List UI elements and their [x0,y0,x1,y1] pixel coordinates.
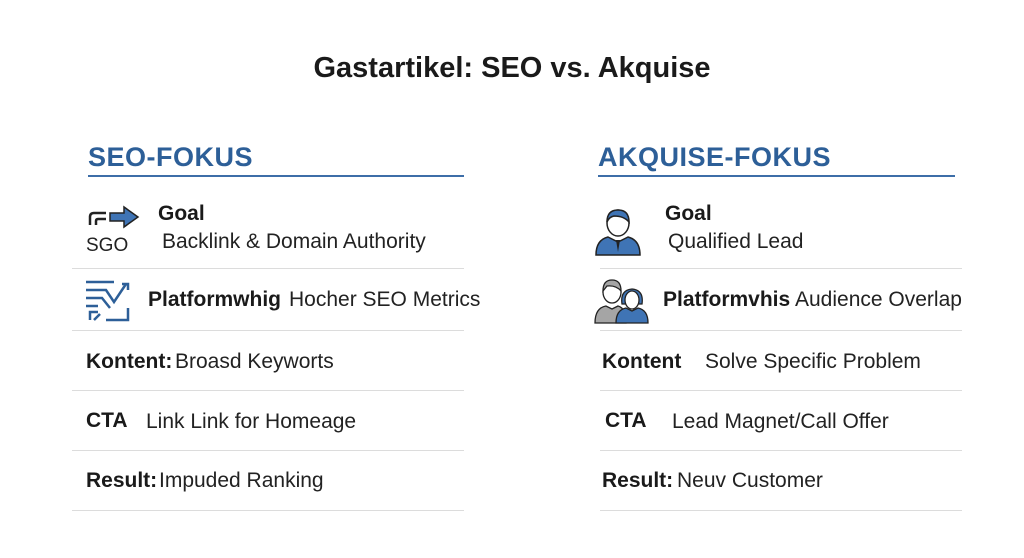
seo-goal-label: Goal [158,202,205,225]
seo-platform-label: Platformwhig [148,288,282,311]
divider [72,510,464,511]
divider [600,450,962,451]
seo-cta-value: Link Link for Homeage [146,410,357,433]
metrics-chart-icon [84,278,132,322]
businessman-icon [594,206,642,256]
divider [72,450,464,451]
seo-content-label: Kontent: [86,350,173,373]
akquise-result-value: Neuv Customer [677,469,823,492]
page-title: Gastartikel: SEO vs. Akquise [313,52,711,84]
seo-content-value: Broasd Keyworts [175,350,334,373]
divider [600,510,962,511]
akquise-goal-label: Goal [665,202,712,225]
divider [600,390,962,391]
akquise-result-label: Result: [602,469,674,492]
divider [72,268,464,269]
seo-arrow-icon: SGO [84,205,144,257]
seo-goal-value: Backlink & Domain Authority [162,230,426,253]
seo-cta-label: CTA [86,409,128,432]
audience-people-icon [594,276,650,324]
akquise-cta-value: Lead Magnet/Call Offer [672,410,889,433]
akquise-platform-value: Audience Overlap [795,288,962,311]
akquise-cta-label: CTA [605,409,647,432]
seo-heading: SEO-FOKUS [88,142,254,172]
akquise-heading-underline [598,175,955,177]
svg-text:SGO: SGO [86,235,128,256]
seo-platform-value: Hocher SEO Metrics [289,288,481,311]
seo-heading-underline [88,175,464,177]
divider [600,268,962,269]
seo-result-label: Result: [86,469,158,492]
akquise-goal-value: Qualified Lead [668,230,804,253]
akquise-content-label: Kontent [602,350,682,373]
divider [72,390,464,391]
seo-result-value: Impuded Ranking [159,469,324,492]
divider [600,330,962,331]
divider [72,330,464,331]
akquise-content-value: Solve Specific Problem [705,350,921,373]
akquise-heading: AKQUISE-FOKUS [598,142,832,172]
akquise-platform-label: Platformvhis [663,288,791,311]
